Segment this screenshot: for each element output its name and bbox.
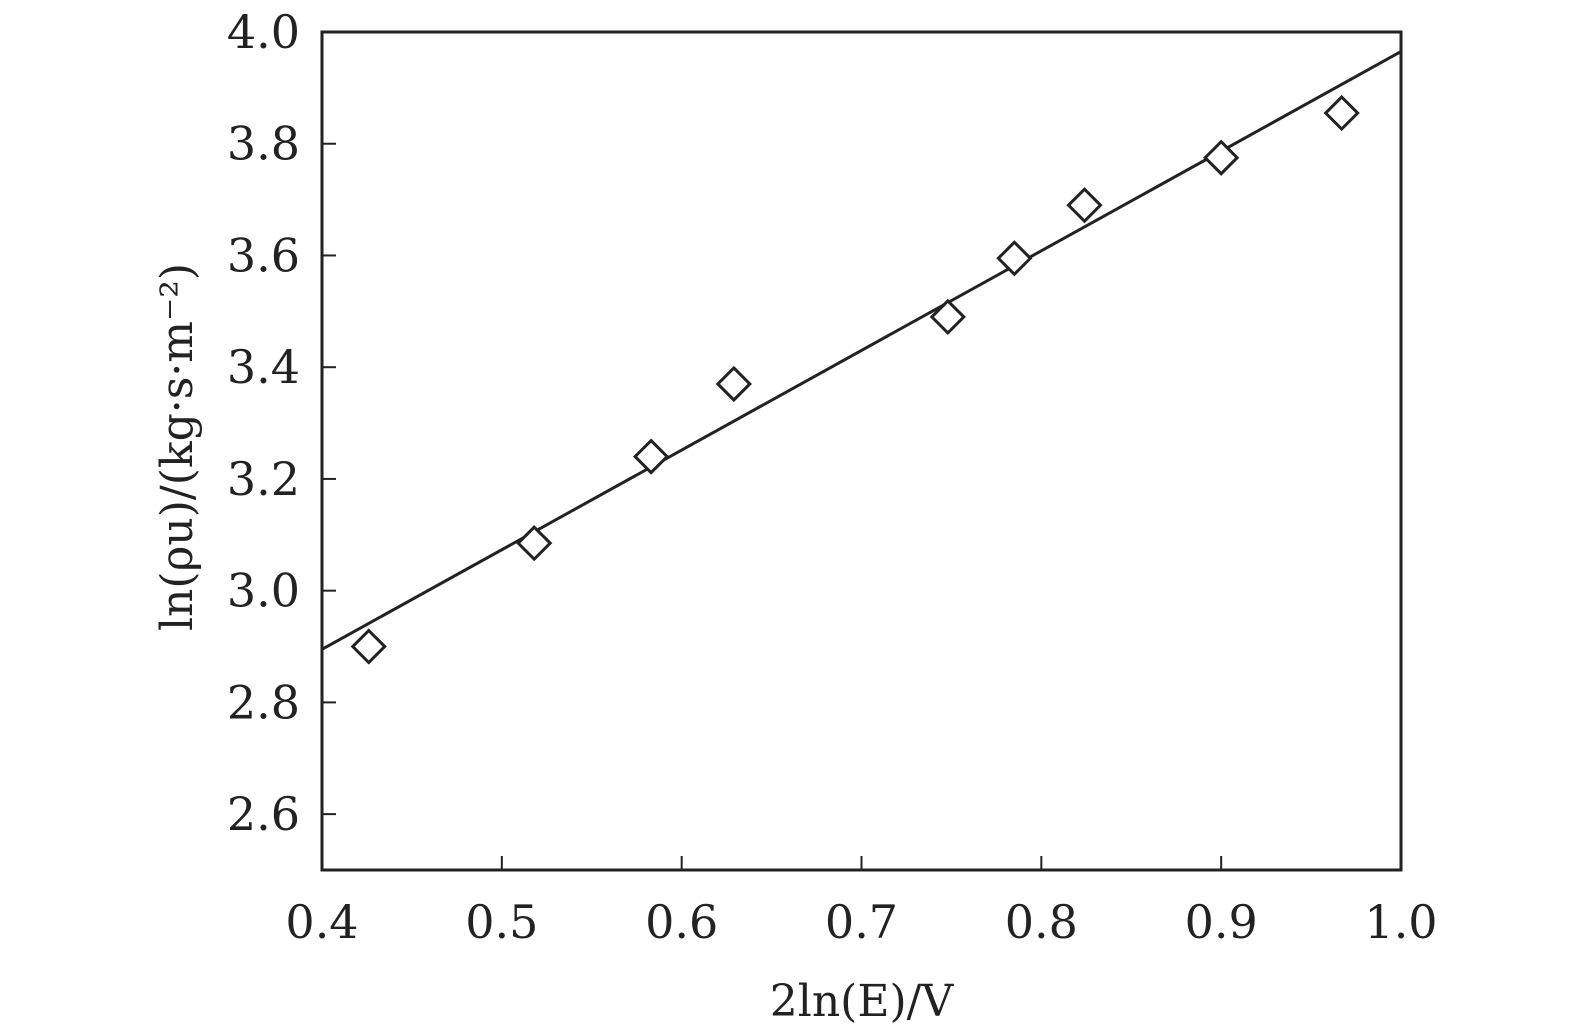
x-tick-label: 0.4 [285, 895, 358, 949]
x-tick-label: 0.6 [645, 895, 718, 949]
data-point [1323, 94, 1360, 132]
data-point [1203, 139, 1240, 176]
data-point [350, 628, 387, 665]
y-axis-title: ln(ρu)/(kg·s·m⁻²) [152, 263, 203, 631]
x-axis-ticks: 0.4 0.5 0.6 0.7 0.8 0.9 1.0 [285, 856, 1438, 949]
data-point [996, 240, 1033, 277]
y-tick-label: 2.8 [227, 675, 300, 729]
x-tick-label: 0.5 [465, 895, 538, 949]
y-tick-label: 3.0 [227, 564, 300, 618]
y-tick-label: 2.6 [227, 787, 300, 841]
y-tick-label: 4.0 [227, 5, 300, 59]
y-tick-label: 3.4 [227, 340, 300, 394]
x-tick-label: 0.7 [825, 895, 898, 949]
y-tick-label: 3.6 [227, 228, 300, 282]
data-point [632, 438, 670, 475]
x-tick-label: 0.9 [1185, 895, 1258, 949]
x-tick-label: 0.8 [1005, 895, 1078, 949]
data-point [516, 525, 553, 562]
x-tick-label: 1.0 [1364, 895, 1437, 949]
fit-line [321, 50, 1402, 651]
data-point [715, 365, 752, 403]
y-axis-ticks: 2.6 2.8 3.0 3.2 3.4 3.6 3.8 4.0 [227, 5, 336, 841]
data-point [929, 298, 966, 336]
data-point [1066, 187, 1103, 224]
fit-line-layer [321, 50, 1402, 651]
x-axis-title: 2ln(E)/V [770, 976, 955, 1027]
y-tick-label: 3.2 [227, 452, 300, 506]
y-tick-label: 3.8 [227, 117, 300, 171]
data-points [350, 94, 1360, 665]
